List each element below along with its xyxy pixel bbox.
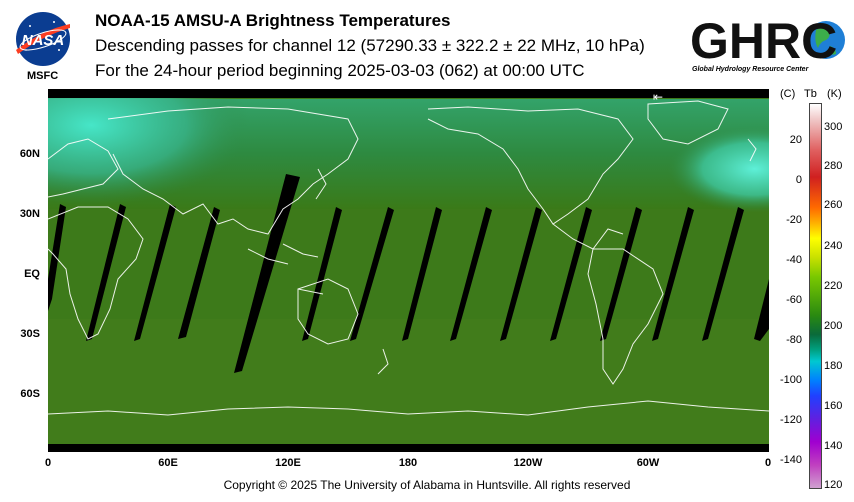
colorbar-k-tick: 300 <box>824 121 843 133</box>
swath-gaps <box>48 174 769 373</box>
colorbar <box>809 103 822 489</box>
colorbar-c-tick: -120 <box>779 414 802 426</box>
chart-title: NOAA-15 AMSU-A Brightness Temperatures <box>95 11 451 30</box>
msfc-label: MSFC <box>27 70 59 82</box>
lon-label-60e: 60E <box>158 457 178 469</box>
period-text: For the 24-hour period beginning 2025-03… <box>95 61 585 80</box>
colorbar-k-tick: 140 <box>824 440 843 452</box>
colorbar-unit-c: (C) <box>780 88 796 100</box>
ghrc-wordmark: GHRC <box>690 13 837 69</box>
lat-label-30n: 30N <box>19 208 40 220</box>
swath-direction-arrow: ⇤ <box>653 90 663 104</box>
chart-subtitle: Descending passes for channel 12 (57290.… <box>95 36 645 55</box>
south-pole-gap <box>48 444 769 452</box>
lon-label-120e: 120E <box>275 457 301 469</box>
coastlines <box>47 100 770 416</box>
lat-label-60s: 60S <box>20 388 40 400</box>
colorbar-unit-tb: Tb <box>804 88 817 100</box>
colorbar-c-tick: -100 <box>779 374 802 386</box>
lon-label-0-left: 0 <box>44 457 52 469</box>
lat-label-60n: 60N <box>19 148 40 160</box>
nasa-logo: NASA <box>12 10 74 68</box>
colorbar-c-tick: 0 <box>795 174 802 186</box>
colorbar-c-tick: 20 <box>789 134 802 146</box>
lon-label-0-right: 0 <box>764 457 772 469</box>
colorbar-c-tick: -20 <box>786 214 802 226</box>
colorbar-k-tick: 240 <box>824 240 843 252</box>
nasa-wordmark: NASA <box>22 32 65 49</box>
north-pole-gap <box>48 89 769 98</box>
colorbar-k-tick: 120 <box>824 479 843 491</box>
brightness-temperature-map: ⇤ <box>47 89 770 452</box>
colorbar-k-tick: 180 <box>824 360 843 372</box>
colorbar-unit-k: (K) <box>827 88 842 100</box>
lon-label-120w: 120W <box>513 457 543 469</box>
ghrc-logo: GHRC <box>688 8 848 78</box>
colorbar-k-tick: 220 <box>824 280 843 292</box>
lon-label-180: 180 <box>398 457 418 469</box>
colorbar-k-tick: 280 <box>824 160 843 172</box>
lat-label-30s: 30S <box>20 328 40 340</box>
colorbar-k-tick: 260 <box>824 199 843 211</box>
colorbar-k-tick: 160 <box>824 400 843 412</box>
colorbar-c-tick: -140 <box>779 454 802 466</box>
colorbar-k-tick: 200 <box>824 320 843 332</box>
colorbar-c-tick: -40 <box>786 254 802 266</box>
copyright-footer: Copyright © 2025 The University of Alaba… <box>223 478 631 492</box>
lat-label-eq: EQ <box>24 268 40 280</box>
colorbar-c-tick: -60 <box>786 294 802 306</box>
colorbar-c-tick: -80 <box>786 334 802 346</box>
lon-label-60w: 60W <box>636 457 660 469</box>
ghrc-subtitle: Global Hydrology Resource Center <box>692 66 809 73</box>
